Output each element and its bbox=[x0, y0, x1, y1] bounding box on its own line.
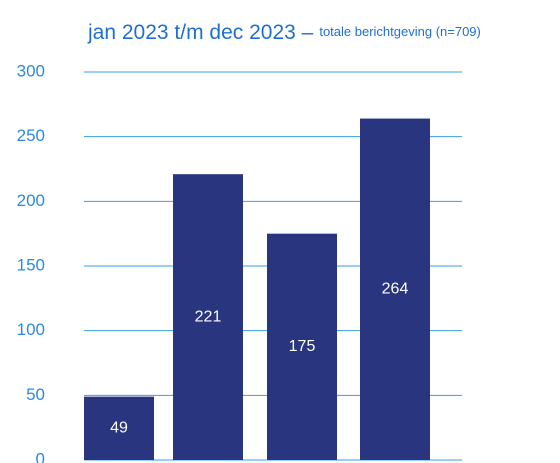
bar bbox=[360, 118, 430, 460]
bar bbox=[173, 174, 243, 460]
y-tick-label: 100 bbox=[17, 320, 45, 339]
chart-subtitle: totale berichtgeving (n=709) bbox=[319, 24, 481, 39]
y-tick-label: 200 bbox=[17, 191, 45, 210]
y-tick-label: 50 bbox=[26, 385, 45, 404]
value-label: 221 bbox=[195, 308, 222, 325]
value-label: 49 bbox=[110, 420, 128, 437]
y-tick-label: 250 bbox=[17, 126, 45, 145]
value-label: 264 bbox=[382, 280, 409, 297]
chart-title: jan 2023 t/m dec 2023 – bbox=[87, 21, 314, 44]
y-tick-label: 300 bbox=[17, 61, 45, 80]
y-tick-label: 150 bbox=[17, 255, 45, 274]
bar bbox=[267, 233, 337, 460]
value-label: 175 bbox=[289, 338, 316, 355]
bar bbox=[84, 396, 154, 460]
chart-title-group: jan 2023 t/m dec 2023 – totale berichtgev… bbox=[87, 21, 481, 44]
y-tick-label: 0 bbox=[36, 449, 45, 463]
